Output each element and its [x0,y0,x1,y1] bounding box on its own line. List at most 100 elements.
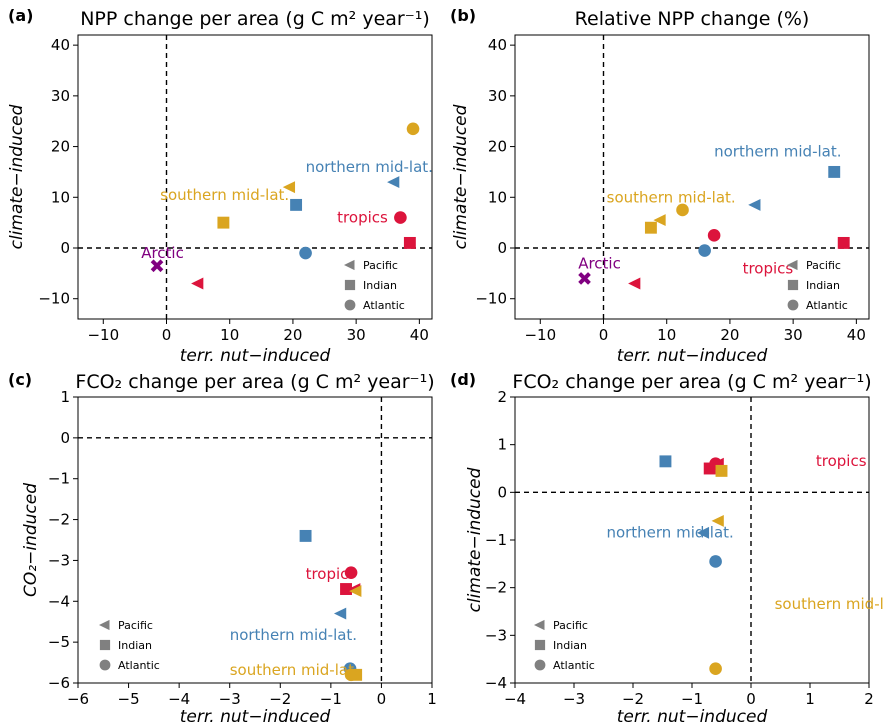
panel-a-label: (a) [8,6,33,25]
panel-b-legend-label-indian: Indian [806,279,840,292]
panel-b-point-tropics-atlantic [707,229,721,242]
panel-c-ytick-label: −2 [48,511,70,529]
panel-d-ylabel: climate−induced [465,467,485,612]
panel-a-legend-label-pacific: Pacific [363,259,398,272]
panel-b-point-northern-indian [828,165,841,178]
panel-b-ytick-label: −10 [475,290,507,308]
panel-d-annotation-northern: northern mid-lat. [606,524,733,542]
panel-a-ytick-label: 10 [51,188,70,206]
panel-c-annotation-northern: northern mid-lat. [230,626,357,644]
panel-b-legend-marker-pacific [787,259,798,271]
panel-c-legend-label-atlantic: Atlantic [118,659,160,672]
panel-c-legend-marker-indian [99,639,111,651]
panel-c-point-tropics-atlantic [344,566,358,579]
panel-d-xtick-label: −1 [681,690,703,708]
panel-a-legend-label-indian: Indian [363,279,397,292]
panel-d-point-northern-atlantic [709,555,722,568]
panel-a-xtick-label: 20 [283,326,302,344]
panel-a-legend-marker-indian [344,279,356,291]
panel-a: (a) NPP change per area (g C m² year⁻¹) … [7,6,433,366]
panel-b: (b) Relative NPP change (%) terr. nut−in… [450,6,870,366]
panel-d-xtick-label: 2 [864,690,874,708]
panel-a-legend-marker-atlantic [344,299,356,311]
panel-d-point-southern-atlantic [709,662,722,675]
panel-d-point-southern-indian [715,464,728,477]
panel-d-legend-marker-pacific [534,619,545,631]
panel-c-xtick-label: −3 [219,690,241,708]
panel-d-xlabel: terr. nut−induced [617,707,768,727]
panel-d-point-southern-pacific [711,514,724,527]
panel-d-xtick-label: 0 [746,690,756,708]
panel-a-point-tropics-atlantic [394,211,407,224]
panel-c-frame [77,396,433,684]
panel-b-ylabel: climate−induced [451,104,471,249]
panel-a-ytick-label: −10 [38,290,70,308]
panel-b-legend-label-atlantic: Atlantic [806,299,848,312]
panel-a-xtick-label: 10 [220,326,239,344]
panel-c: (c) FCO₂ change per area (g C m² year⁻¹)… [8,370,437,727]
panel-b-ytick-label: 40 [488,36,507,54]
panel-c-ytick-label: −5 [48,633,70,651]
panel-b-point-northern-atlantic [698,244,711,257]
panel-a-xtick-label: 30 [347,326,366,344]
panel-b-xtick-label: 40 [847,326,866,344]
panel-c-xlabel: terr. nut−induced [180,707,331,727]
panel-d-ytick-label: −4 [485,674,507,692]
panel-c-annotation-southern: southern mid-lat. [230,661,359,679]
panel-a-point-tropics-pacific [191,277,204,290]
panel-a-point-southern-atlantic [406,122,420,136]
panel-b-point-northern-pacific [748,198,761,211]
panel-b-ytick-label: 20 [488,138,507,156]
panel-b-xtick-label: 0 [599,326,609,344]
panel-c-legend-marker-pacific [99,619,110,631]
panel-a-annotation-tropics: tropics [337,209,388,227]
panel-b-legend: Pacific Indian Atlantic [787,259,848,312]
panel-a-ylabel: climate−induced [7,104,27,249]
panel-c-ytick-label: −4 [48,592,70,610]
panel-a-point-arctic-arctic [150,259,164,273]
panel-b-ytick-label: 30 [488,87,507,105]
panel-b-frame [514,34,870,320]
panel-c-title: FCO₂ change per area (g C m² year⁻¹) [75,371,434,393]
panel-c-point-northern-indian [299,529,312,542]
panel-a-point-tropics-indian [403,236,416,249]
panel-b-annotation-tropics: tropics [743,259,794,277]
panel-c-xtick-label: −6 [67,690,89,708]
panel-c-label: (c) [8,370,32,389]
panel-d-ytick-label: 2 [497,388,507,406]
panel-b-xtick-label: −10 [524,326,556,344]
panel-c-legend-marker-atlantic [99,659,111,671]
panel-d-xtick-label: −2 [622,690,644,708]
panel-c-legend-label-pacific: Pacific [118,619,153,632]
panel-d-title: FCO₂ change per area (g C m² year⁻¹) [512,371,871,393]
panel-d-ytick-label: −1 [485,531,507,549]
panel-a-xtick-label: 40 [410,326,429,344]
panel-b-xtick-label: 20 [720,326,739,344]
panel-a-ytick-label: 40 [51,36,70,54]
panel-c-point-southern-pacific [349,585,362,598]
panel-d-legend-marker-indian [534,639,546,651]
panel-a-point-northern-pacific [387,176,400,189]
panel-b-xlabel: terr. nut−induced [617,346,768,366]
panel-b-point-arctic-arctic [578,272,591,285]
panel-c-point-tropics-indian [340,583,352,595]
panel-b-annotation-arctic: Arctic [578,254,621,272]
panel-a-frame [77,34,433,320]
panel-a-title: NPP change per area (g C m² year⁻¹) [80,8,430,30]
panel-c-point-northern-pacific [333,607,347,620]
panel-a-legend-label-atlantic: Atlantic [363,299,405,312]
panel-b-point-southern-indian [644,221,657,234]
panel-c-legend: Pacific Indian Atlantic [99,619,160,672]
panel-a-legend: Pacific Indian Atlantic [344,259,405,312]
panel-d-legend-label-atlantic: Atlantic [553,659,595,672]
panel-d-label: (d) [450,370,476,389]
panel-c-xtick-label: −5 [118,690,140,708]
panel-b-xtick-label: 10 [657,326,676,344]
panel-d-annotation-tropics: tropics [816,452,867,470]
panel-c-ytick-label: 1 [60,388,70,406]
panel-a-ytick-label: 0 [60,239,70,257]
panel-d-annotation-southern: southern mid-lat. [775,595,883,613]
panel-d-xtick-label: −4 [504,690,526,708]
panel-c-xtick-label: −2 [269,690,291,708]
panel-b-legend-label-pacific: Pacific [806,259,841,272]
